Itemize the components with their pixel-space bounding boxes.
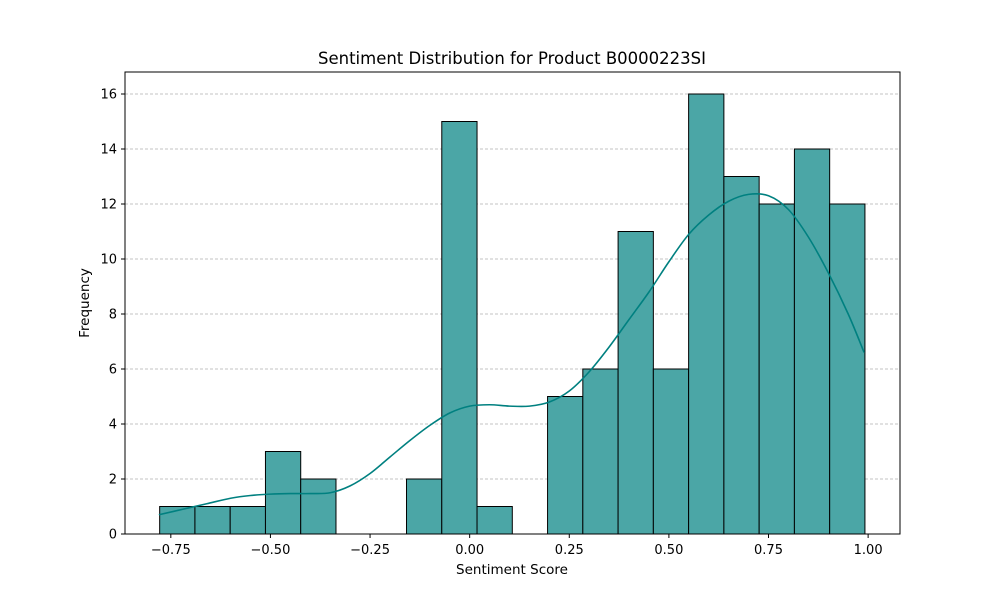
y-tick-label: 10: [100, 253, 117, 268]
histogram-bar: [829, 203, 866, 535]
histogram-bar: [264, 451, 302, 535]
histogram-bar: [723, 176, 760, 535]
x-tick-label: 0.75: [754, 543, 783, 558]
y-tick-label: 16: [100, 88, 117, 103]
x-tick-label: 1.00: [854, 543, 883, 558]
kde-curve-layer: [158, 192, 865, 516]
x-axis-title: Sentiment Score: [456, 562, 568, 578]
x-tick-label: 0.50: [654, 543, 683, 558]
y-tick-label: 12: [100, 198, 117, 213]
histogram-bar: [652, 368, 690, 535]
kde-curve: [158, 192, 865, 516]
histogram-bar: [617, 231, 654, 535]
histogram-bar: [688, 93, 725, 535]
histogram-bar: [758, 203, 795, 535]
y-tick-label: 8: [109, 308, 117, 323]
x-tick-label: −0.25: [350, 543, 390, 558]
plot-frame: [124, 71, 901, 535]
x-axis-ticks: −0.75 −0.50 −0.25 0.00 0.25 0.50 0.75 1.00: [151, 534, 883, 558]
chart-title: Sentiment Distribution for Product B0000…: [318, 49, 706, 68]
y-tick-label: 14: [100, 143, 117, 158]
x-tick-label: −0.75: [151, 543, 191, 558]
histogram-bar: [582, 368, 619, 535]
histogram-bar: [793, 148, 831, 535]
y-tick-label: 2: [109, 473, 117, 488]
x-tick-label: 0.00: [455, 543, 484, 558]
histogram-bar: [476, 506, 513, 535]
histogram-bar: [406, 478, 443, 535]
histogram-bar: [229, 506, 266, 535]
y-tick-label: 4: [109, 418, 117, 433]
x-tick-label: 0.25: [555, 543, 584, 558]
x-tick-label: −0.50: [251, 543, 291, 558]
y-axis-title: Frequency: [77, 268, 93, 338]
histogram-bar: [300, 478, 337, 535]
histogram-bar: [441, 121, 478, 535]
y-tick-label: 6: [109, 363, 117, 378]
y-axis-ticks: 0 2 4 6 8 10 12 14 16: [100, 88, 125, 543]
histogram-bar: [547, 396, 584, 535]
y-tick-label: 0: [109, 528, 117, 543]
histogram-bar: [194, 506, 231, 535]
